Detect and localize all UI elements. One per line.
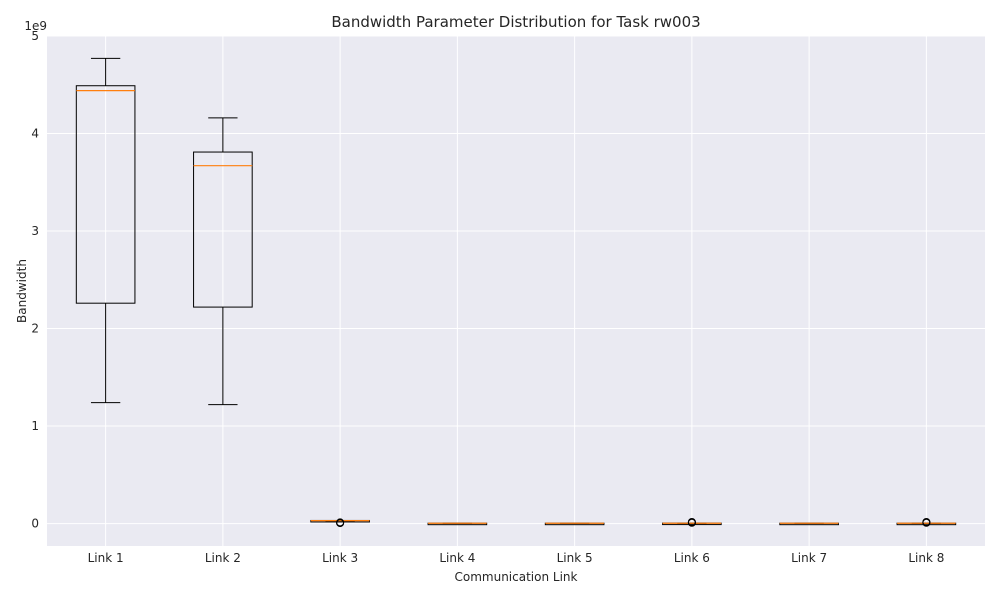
box-3 xyxy=(310,518,370,528)
outlier-point xyxy=(922,518,931,527)
x-tick-label: Link 8 xyxy=(908,551,944,565)
tick-labels: 0 1 2 3 4 5 Link 1 Link 2 Link 3 Link 4 Link 5 Link… xyxy=(31,29,944,565)
box-2 xyxy=(193,117,253,406)
x-tick-label: Link 1 xyxy=(88,551,124,565)
box-7 xyxy=(779,522,839,526)
iqr-box xyxy=(193,151,253,308)
outlier-point xyxy=(687,518,696,527)
boxes-layer xyxy=(75,57,957,528)
x-tick-label: Link 5 xyxy=(557,551,593,565)
iqr-box xyxy=(75,85,136,304)
y-axis-offset-label: 1e9 xyxy=(24,19,47,33)
y-tick-label: 4 xyxy=(31,127,39,141)
box-5 xyxy=(544,522,605,526)
x-axis-label: Communication Link xyxy=(455,570,578,584)
box-6 xyxy=(662,518,722,527)
y-axis-label: Bandwidth xyxy=(15,259,29,323)
y-tick-label: 5 xyxy=(31,29,39,43)
box-4 xyxy=(427,522,488,526)
x-tick-label: Link 3 xyxy=(322,551,358,565)
y-tick-label: 2 xyxy=(31,322,39,336)
x-tick-label: Link 4 xyxy=(439,551,475,565)
plot-area xyxy=(47,36,985,546)
x-tick-label: Link 2 xyxy=(205,551,241,565)
y-tick-label: 0 xyxy=(31,517,39,531)
chart-title: Bandwidth Parameter Distribution for Tas… xyxy=(331,13,700,31)
box-8 xyxy=(896,518,957,527)
y-tick-label: 3 xyxy=(31,224,39,238)
box-1 xyxy=(75,57,136,404)
x-tick-label: Link 6 xyxy=(674,551,710,565)
y-tick-label: 1 xyxy=(31,419,39,433)
outlier-point xyxy=(336,518,345,527)
x-tick-label: Link 7 xyxy=(791,551,827,565)
grid-lines xyxy=(47,35,985,546)
